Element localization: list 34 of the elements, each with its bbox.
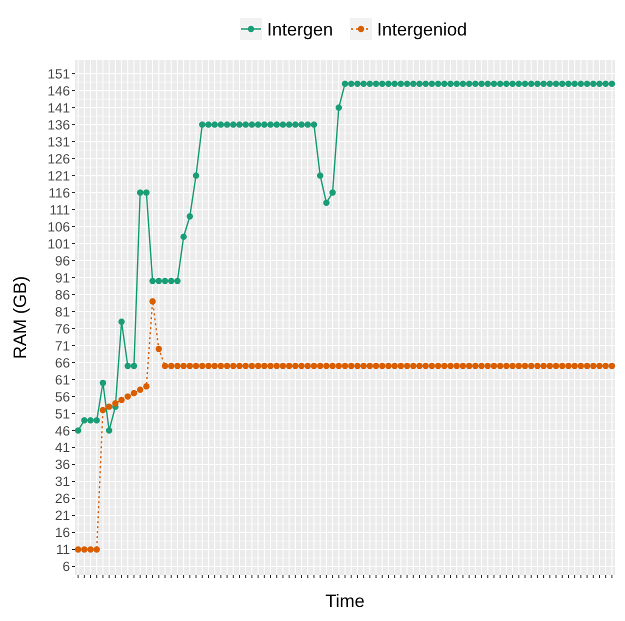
y-tick-label: 101 (47, 236, 70, 252)
legend-label: Intergen (267, 19, 334, 40)
y-tick-label: 91 (54, 270, 70, 286)
y-tick-label: 16 (54, 525, 70, 540)
y-tick-label: 141 (47, 100, 70, 116)
y-tick-label: 86 (54, 287, 70, 302)
y-tick-label: 76 (54, 321, 70, 336)
y-tick-label: 6 (62, 559, 70, 574)
y-tick-label: 66 (54, 355, 70, 370)
y-tick-label: 121 (47, 168, 70, 184)
y-axis-title: RAM (GB) (10, 276, 30, 359)
y-tick-label: 111 (49, 202, 70, 218)
y-tick-label: 131 (47, 134, 70, 150)
y-tick-label: 61 (54, 372, 70, 388)
y-tick-label: 56 (54, 389, 70, 404)
y-tick-label: 36 (54, 457, 70, 472)
y-tick-label: 21 (54, 508, 70, 524)
y-tick-label: 136 (47, 117, 70, 132)
y-tick-label: 71 (54, 338, 70, 354)
y-tick-label: 146 (47, 83, 70, 98)
y-tick-label: 46 (54, 423, 70, 438)
y-tick-label: 26 (54, 491, 70, 506)
x-axis-title: Time (325, 591, 365, 611)
y-tick-label: 116 (48, 185, 70, 200)
y-tick-label: 96 (54, 253, 70, 268)
y-tick-label: 126 (47, 151, 70, 166)
y-tick-label: 41 (54, 440, 70, 456)
y-tick-label: 51 (54, 406, 70, 422)
y-tick-label: 11 (56, 542, 70, 558)
y-tick-label: 151 (47, 66, 70, 82)
y-tick-label: 81 (54, 304, 70, 320)
y-tick-label: 106 (47, 219, 70, 234)
y-tick-label: 31 (54, 474, 70, 490)
legend-label: Intergeniod (377, 19, 468, 40)
